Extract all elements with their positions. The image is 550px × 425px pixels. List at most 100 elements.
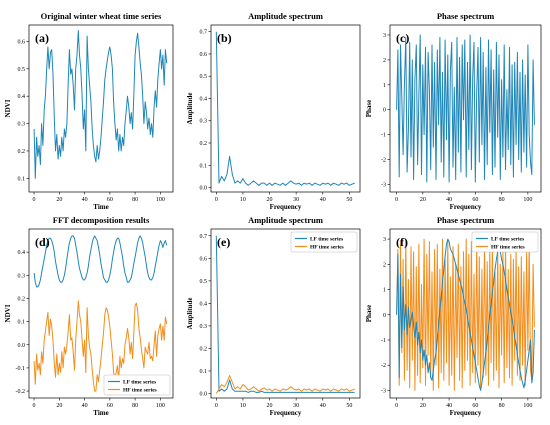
legend-box: [471, 231, 539, 253]
series-line-hf-time-series: [215, 375, 355, 394]
y-axis-label: Amplitude: [186, 93, 194, 125]
x-axis-label: Frequency: [450, 409, 482, 417]
legend: LF time series HF time series: [471, 231, 539, 253]
x-tick-label: 100: [156, 403, 165, 409]
y-tick-label: 0.4: [200, 301, 208, 307]
x-tick-label: 30: [293, 197, 299, 203]
plot-frame: [389, 24, 542, 193]
plot-frame: [210, 228, 361, 399]
y-tick-label: 0.3: [200, 119, 208, 125]
y-tick-label: 0.4: [18, 250, 26, 256]
x-tick-label: 60: [472, 403, 478, 409]
x-tick-label: 0: [395, 197, 398, 203]
x-tick-label: 60: [472, 197, 478, 203]
series-line-lf-time-series: [215, 235, 355, 393]
legend-box: [290, 231, 358, 253]
x-tick-label: 40: [446, 403, 452, 409]
plot-frame: [389, 228, 542, 399]
x-tick-label: 40: [320, 403, 326, 409]
x-tick-label: 10: [240, 197, 246, 203]
series-line-lf-time-series: [33, 235, 168, 288]
y-tick-label: 0.1: [200, 163, 208, 169]
chart-panel-6: 0 20 40 60 80 100 -3 -2 -1 0 1 2 3 Phase spectrum Freq…: [365, 215, 542, 417]
y-tick-label: 1: [383, 83, 386, 89]
y-tick-label: 0.0: [200, 391, 208, 397]
y-tick-label: 0.6: [200, 52, 208, 58]
x-axis-label: Time: [93, 409, 108, 417]
x-tick-label: 40: [82, 403, 88, 409]
y-tick-label: 0.2: [18, 296, 26, 302]
y-axis-label: NDVI: [4, 99, 12, 117]
x-tick-label: 50: [346, 197, 352, 203]
y-tick-label: 0.6: [18, 39, 26, 45]
x-tick-label: 100: [156, 197, 165, 203]
x-tick-label: 80: [499, 197, 505, 203]
chart-title: Amplitude spectrum: [248, 215, 323, 225]
x-axis-label: Frequency: [270, 409, 302, 417]
y-tick-label: 3: [383, 237, 386, 243]
y-tick-label: 0.7: [200, 30, 208, 36]
chart-panel-4: 0 20 40 60 80 100 -0.2 -0.1 0.0 0.1 0.2 0.3 0.4 FFT d…: [4, 215, 174, 417]
x-tick-label: 100: [523, 197, 532, 203]
panel-label: (e): [217, 235, 230, 249]
y-tick-label: -0.1: [16, 366, 26, 372]
y-tick-label: 0.5: [18, 67, 26, 73]
series-line-lf-time-series: [396, 238, 535, 391]
x-axis-label: Frequency: [450, 203, 482, 211]
y-tick-label: 0.3: [18, 122, 26, 128]
series-line-1: [33, 30, 168, 179]
chart-panel-1: 0 20 40 60 80 100 0.1 0.2 0.3 0.4 0.5 0.6 Original w…: [4, 11, 174, 211]
legend: LF time series HF time series: [103, 374, 171, 396]
plot-frame: [210, 24, 361, 193]
y-tick-label: 0.1: [18, 320, 26, 326]
y-axis-label: NDVI: [4, 304, 12, 322]
panel-label: (f): [396, 235, 408, 249]
y-tick-label: 0.1: [18, 176, 26, 182]
panel-label: (d): [35, 235, 50, 249]
chart-title: Amplitude spectrum: [248, 11, 323, 21]
series-line-1: [396, 34, 535, 183]
x-tick-label: 0: [33, 403, 36, 409]
panel-label: (a): [35, 31, 49, 45]
chart-title: Phase spectrum: [437, 11, 494, 21]
x-tick-label: 20: [56, 197, 62, 203]
legend: LF time series HF time series: [290, 231, 358, 253]
y-tick-label: 0: [383, 108, 386, 114]
y-tick-label: 0.5: [200, 74, 208, 80]
x-tick-label: 20: [56, 403, 62, 409]
chart-title: Original winter wheat time series: [41, 11, 162, 21]
x-tick-label: 40: [446, 197, 452, 203]
x-tick-label: 20: [267, 403, 273, 409]
y-tick-label: -1: [381, 133, 386, 139]
chart-panel-3: 0 20 40 60 80 100 -3 -2 -1 0 1 2 3 Phase spectrum Freq…: [365, 11, 542, 211]
y-tick-label: -3: [381, 388, 386, 394]
x-tick-label: 30: [293, 403, 299, 409]
chart-panel-2: 0 10 20 30 40 50 0.0 0.1 0.2 0.3 0.4 0.5 0.6 0.7 Ampli…: [186, 11, 361, 211]
x-tick-label: 0: [395, 403, 398, 409]
series-line-hf-time-series: [33, 300, 168, 392]
x-tick-label: 0: [33, 197, 36, 203]
y-tick-label: 0.3: [200, 324, 208, 330]
x-tick-label: 50: [346, 403, 352, 409]
legend-label: LF time series: [123, 380, 156, 386]
y-tick-label: 0.2: [200, 141, 208, 147]
panel-label: (c): [396, 31, 409, 45]
y-axis-label: Phase: [365, 100, 373, 118]
x-tick-label: 80: [132, 197, 138, 203]
legend-label: HF time series: [491, 245, 525, 251]
y-tick-label: 0.2: [200, 346, 208, 352]
x-tick-label: 20: [420, 197, 426, 203]
x-tick-label: 20: [420, 403, 426, 409]
y-tick-label: -2: [381, 363, 386, 369]
panel-label: (b): [217, 31, 232, 45]
x-tick-label: 60: [107, 403, 113, 409]
chart-title: Phase spectrum: [437, 215, 494, 225]
y-tick-label: 0.4: [18, 94, 26, 100]
x-tick-label: 100: [523, 403, 532, 409]
chart-title: FFT decomposition results: [53, 215, 150, 225]
x-axis-label: Time: [93, 203, 108, 211]
y-axis-label: Amplitude: [186, 298, 194, 330]
y-tick-label: 0.3: [18, 273, 26, 279]
x-tick-label: 80: [499, 403, 505, 409]
